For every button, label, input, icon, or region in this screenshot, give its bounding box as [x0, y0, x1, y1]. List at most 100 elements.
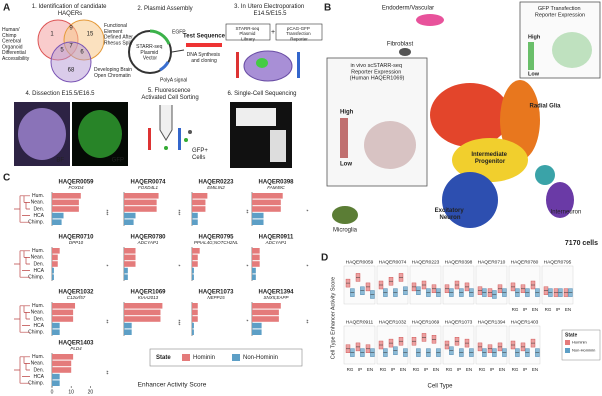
bar	[52, 322, 60, 329]
seq-panel	[236, 108, 276, 126]
plot-title: HAQER1394	[478, 319, 506, 325]
label-line: 1. Identification of candidate	[32, 4, 108, 10]
cell	[184, 138, 188, 142]
bar	[252, 316, 279, 322]
cell-count: 7170 cells	[565, 240, 598, 247]
significance: *	[103, 265, 109, 267]
x-tick-label: RG	[545, 307, 552, 312]
venn	[37, 19, 105, 83]
plot-title: HAQER0911	[346, 319, 374, 325]
label-line: Differential	[2, 50, 27, 56]
plot-title: HAQER0059	[58, 180, 94, 186]
bar	[252, 206, 281, 212]
label-line: Intermediate	[471, 152, 508, 158]
label-line: Plasmid	[140, 50, 159, 56]
plot-title: HAQER0795	[198, 235, 234, 241]
bar	[124, 199, 157, 206]
bar	[52, 212, 64, 219]
bar	[192, 322, 194, 329]
panel-letter: B	[324, 3, 331, 14]
significance: **	[303, 320, 309, 324]
bar	[192, 274, 194, 280]
scale-label: High	[340, 110, 354, 116]
venn-count: 7	[69, 44, 73, 50]
gene-label: FAM49C	[267, 185, 285, 190]
cluster-blob	[500, 80, 540, 160]
panel-letter: D	[321, 253, 328, 264]
x-tick-label: RG	[380, 367, 387, 372]
label-line: Human/	[2, 27, 21, 33]
x-tick-label: EN	[532, 307, 538, 312]
y-axis-label: Cell Type Enhancer Activity Score	[330, 277, 336, 359]
cell	[164, 146, 168, 150]
plot-title: HAQER1032	[379, 319, 407, 325]
label-line: HAQERs	[58, 10, 82, 16]
facs	[148, 105, 192, 150]
step-title: 4. Dissection E15.5/E16.5	[25, 91, 95, 97]
gfp-brain	[78, 110, 122, 158]
scale-label: Low	[528, 71, 540, 77]
cluster-blob	[416, 14, 444, 26]
facs-label: GFP+ Cells	[192, 148, 210, 161]
cluster-label: Excitatory Neuron	[435, 208, 466, 221]
legend-swatch	[565, 340, 570, 345]
scale-label: High	[528, 34, 541, 40]
x-tick-label: EN	[400, 367, 406, 372]
plot-title: HAQER1032	[58, 290, 94, 296]
x-tick-label: RG	[512, 307, 519, 312]
venn-count: 9	[69, 26, 73, 32]
x-tick-label: EN	[433, 367, 439, 372]
species-label: HCA	[33, 268, 44, 274]
venn-count: 5	[60, 48, 64, 54]
significance: ***	[175, 320, 181, 326]
step-title: 1. Identification of candidate HAQERs	[32, 4, 108, 17]
plot-title: HAQER0074	[379, 259, 407, 265]
cluster-label: Intermediate Progenitor	[471, 152, 508, 165]
bar	[192, 219, 198, 225]
label-line: pCAG-GFP	[287, 26, 311, 31]
label-line: GFP Transfection	[538, 6, 582, 12]
arrow	[171, 49, 185, 53]
label-line: Library	[241, 37, 256, 42]
species-label: Chimp.	[28, 381, 44, 387]
sequencing-image	[230, 102, 292, 168]
bar	[192, 316, 198, 322]
plate	[178, 128, 181, 150]
electrode	[236, 52, 239, 78]
plot-title: HAQER1073	[445, 319, 473, 325]
legend-title: State	[565, 332, 577, 338]
x-tick-label: RG	[512, 367, 519, 372]
plot-title: HAQER1403	[511, 319, 539, 325]
plot-title: HAQER0398	[445, 259, 473, 265]
plot-title: HAQER0710	[478, 259, 506, 265]
bar	[252, 274, 256, 280]
plasmid-label: STARR-seq Plasmid Vector	[136, 44, 164, 62]
label-line: and cloning	[191, 58, 217, 64]
umap	[326, 1, 601, 228]
plot-title: HAQER1394	[258, 290, 294, 296]
species-label: Nean.	[31, 310, 44, 316]
label-line: Accessibility	[2, 56, 30, 62]
label-line: STARR-seq	[136, 44, 164, 50]
bar	[192, 248, 200, 254]
bar	[124, 322, 132, 329]
bar	[52, 261, 58, 267]
legend-label: Hominin	[572, 340, 587, 345]
plot-title: HAQER0780	[130, 235, 166, 241]
label-line: Reporter	[290, 37, 308, 42]
x-tick-label: RG	[413, 367, 420, 372]
cluster-blob	[546, 182, 574, 218]
test-sequence-bar	[186, 43, 222, 47]
panel-letter: C	[3, 173, 10, 184]
species-label: Hum.	[32, 354, 44, 360]
bar	[252, 254, 260, 261]
gene-label: KIAA2013	[138, 295, 159, 300]
x-tick-label: IP	[523, 367, 527, 372]
label-line: Excitatory	[435, 208, 466, 214]
species-label: Den.	[33, 316, 44, 322]
bar	[252, 212, 264, 219]
bar	[124, 303, 163, 309]
bar	[124, 267, 128, 274]
bar	[192, 329, 194, 335]
